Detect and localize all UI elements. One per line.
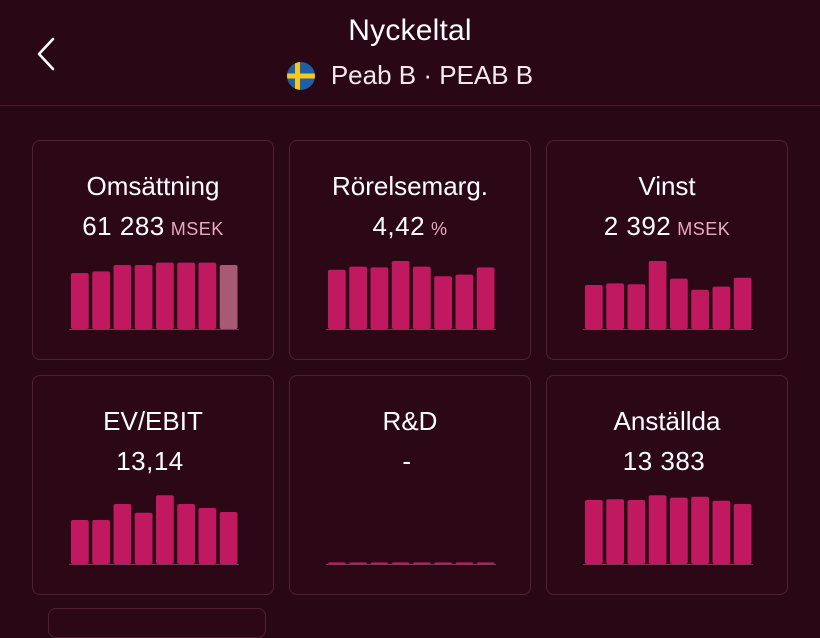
chart-bar	[198, 508, 217, 564]
chart-bar	[455, 562, 474, 564]
metric-title: Vinst	[638, 171, 696, 201]
chart-bar	[219, 512, 238, 564]
metric-number: 4,42	[372, 211, 426, 241]
back-button[interactable]	[22, 30, 70, 78]
metric-title: EV/EBIT	[103, 406, 203, 436]
metric-card-employees[interactable]: Anställda 13 383	[546, 375, 788, 595]
chart-bar	[455, 274, 474, 329]
chart-bar	[92, 271, 110, 329]
chart-bar	[156, 495, 174, 564]
chart-bar	[606, 283, 624, 329]
metric-unit: MSEK	[677, 219, 731, 239]
chart-bar	[691, 496, 709, 564]
mini-bar-chart	[583, 495, 753, 565]
metric-card-partial[interactable]	[48, 608, 266, 638]
chart-bar	[670, 497, 688, 564]
mini-bar-chart	[326, 261, 496, 330]
metric-number: -	[402, 446, 412, 476]
chart-bar	[606, 499, 624, 564]
chart-bar	[670, 278, 688, 329]
page-title: Nyckeltal	[348, 14, 472, 47]
metric-number: 61 283	[82, 211, 165, 241]
chart-bar	[113, 504, 132, 564]
chart-bar	[92, 520, 110, 564]
chart-bar	[370, 562, 389, 564]
metric-unit: MSEK	[170, 219, 224, 239]
chart-bar	[585, 500, 603, 564]
chart-bar	[712, 286, 731, 329]
metric-card-revenue[interactable]: Omsättning 61 283 MSEK	[32, 140, 274, 360]
chart-bar	[391, 261, 410, 329]
chart-bar	[733, 277, 752, 329]
chart-bar	[691, 289, 709, 329]
company-name: Peab B · PEAB B	[330, 60, 534, 90]
chart-bar	[648, 261, 667, 329]
metric-title: R&D	[382, 406, 438, 436]
chart-bar	[328, 269, 346, 329]
metric-value: 13 383	[547, 446, 787, 477]
metric-number: 13 383	[622, 446, 706, 476]
chart-bar	[349, 562, 367, 564]
chart-bar	[177, 262, 195, 329]
metric-title: Anställda	[613, 406, 721, 436]
metric-card-profit[interactable]: Vinst 2 392 MSEK	[546, 140, 788, 360]
sweden-flag-icon	[286, 61, 315, 90]
mini-bar-chart	[69, 262, 239, 330]
chart-bar	[71, 520, 89, 564]
chart-bar	[328, 562, 346, 564]
chart-bar	[434, 562, 452, 564]
chart-bar	[370, 267, 389, 329]
company-subtitle: Peab B · PEAB B	[0, 60, 820, 91]
chart-bar	[349, 266, 367, 329]
metric-card-ev-ebit[interactable]: EV/EBIT 13,14	[32, 375, 274, 595]
header: Nyckeltal Peab B · PEAB B	[0, 0, 820, 106]
chart-bar	[733, 504, 752, 564]
chart-bar	[219, 265, 238, 329]
chart-bar	[712, 500, 731, 564]
metric-title: Rörelsemarg.	[331, 171, 489, 201]
mini-bar-chart	[583, 261, 753, 330]
chevron-left-icon	[37, 37, 55, 71]
chart-bar	[627, 284, 646, 329]
metric-card-rnd[interactable]: R&D -	[289, 375, 531, 595]
chart-bar	[413, 266, 431, 329]
metric-value: -	[290, 446, 530, 477]
metric-value: 13,14	[33, 446, 273, 477]
chart-bar	[113, 265, 132, 329]
metric-unit: %	[431, 219, 448, 239]
chart-bar	[585, 285, 603, 329]
metric-card-operating-margin[interactable]: Rörelsemarg. 4,42%	[289, 140, 531, 360]
chart-bar	[476, 562, 495, 564]
chart-bar	[627, 500, 646, 564]
metric-value: 2 392 MSEK	[547, 211, 787, 242]
mini-bar-chart	[326, 562, 496, 565]
metric-value: 4,42%	[290, 211, 530, 242]
chart-bar	[71, 273, 89, 329]
chart-bar	[198, 262, 217, 329]
chart-bar	[391, 562, 410, 564]
chart-bar	[413, 562, 431, 564]
chart-bar	[177, 504, 195, 564]
chart-bar	[648, 495, 667, 564]
metric-number: 2 392	[603, 211, 672, 241]
metric-value: 61 283 MSEK	[33, 211, 273, 242]
chart-bar	[434, 276, 452, 329]
chart-bar	[476, 267, 495, 329]
chart-bar	[156, 262, 174, 329]
mini-bar-chart	[69, 495, 239, 565]
chart-bar	[134, 265, 153, 329]
metric-number: 13,14	[116, 446, 184, 476]
chart-bar	[134, 512, 153, 564]
metric-title: Omsättning	[86, 171, 220, 201]
